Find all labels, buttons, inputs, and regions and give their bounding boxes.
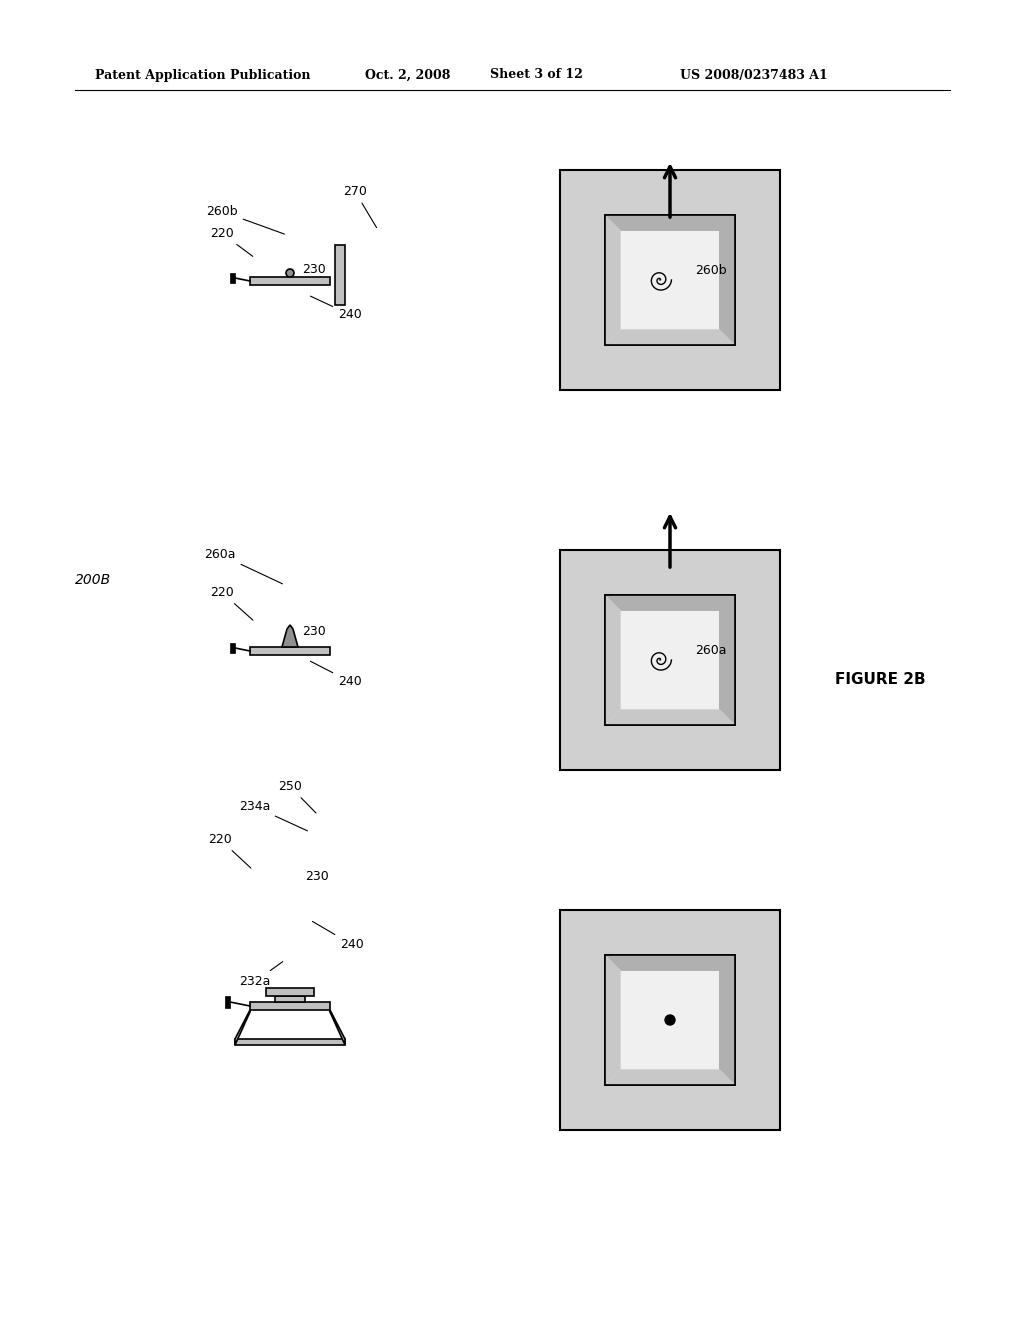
Text: 260a: 260a <box>204 548 283 583</box>
Text: 260b: 260b <box>206 205 285 234</box>
Polygon shape <box>560 550 780 770</box>
Polygon shape <box>605 595 735 725</box>
Polygon shape <box>605 595 735 725</box>
Text: 250: 250 <box>279 780 316 813</box>
Polygon shape <box>605 954 621 1085</box>
Polygon shape <box>605 709 735 725</box>
Text: US 2008/0237483 A1: US 2008/0237483 A1 <box>680 69 827 82</box>
Text: 220: 220 <box>208 833 251 869</box>
Bar <box>250 1002 330 1010</box>
Text: Sheet 3 of 12: Sheet 3 of 12 <box>490 69 583 82</box>
Bar <box>275 997 305 1002</box>
Polygon shape <box>605 954 735 1085</box>
Circle shape <box>286 269 294 277</box>
Polygon shape <box>621 970 720 1069</box>
Text: 230: 230 <box>302 624 326 638</box>
Text: Patent Application Publication: Patent Application Publication <box>95 69 310 82</box>
Polygon shape <box>605 215 735 345</box>
Bar <box>225 997 230 1008</box>
Polygon shape <box>605 595 621 725</box>
Text: 220: 220 <box>210 227 253 256</box>
Text: 232a: 232a <box>240 961 283 987</box>
Polygon shape <box>560 170 780 389</box>
Polygon shape <box>282 624 298 647</box>
Text: 260b: 260b <box>695 264 727 276</box>
Bar <box>230 643 234 653</box>
Polygon shape <box>605 954 735 1085</box>
Bar <box>266 987 314 997</box>
Bar <box>230 273 234 282</box>
Bar <box>250 277 330 285</box>
Polygon shape <box>605 215 735 345</box>
Text: 220: 220 <box>210 586 253 620</box>
Text: FIGURE 2B: FIGURE 2B <box>835 672 926 688</box>
Text: 260a: 260a <box>695 644 726 656</box>
Bar <box>250 647 330 655</box>
Text: 234a: 234a <box>239 800 307 830</box>
Text: 200B: 200B <box>75 573 112 587</box>
Bar <box>234 1039 345 1045</box>
Polygon shape <box>605 215 621 345</box>
Polygon shape <box>605 1069 735 1085</box>
Text: 240: 240 <box>310 661 361 688</box>
Text: 240: 240 <box>312 921 364 950</box>
Circle shape <box>665 1015 675 1026</box>
Polygon shape <box>560 909 780 1130</box>
Text: 230: 230 <box>305 870 329 883</box>
Text: Oct. 2, 2008: Oct. 2, 2008 <box>365 69 451 82</box>
Polygon shape <box>234 1010 250 1045</box>
Text: 240: 240 <box>310 296 361 321</box>
Bar <box>335 246 345 305</box>
Text: 270: 270 <box>343 185 377 227</box>
Text: 230: 230 <box>302 263 326 276</box>
Polygon shape <box>621 231 720 330</box>
Polygon shape <box>330 1010 345 1045</box>
Polygon shape <box>621 611 720 709</box>
Polygon shape <box>605 330 735 345</box>
